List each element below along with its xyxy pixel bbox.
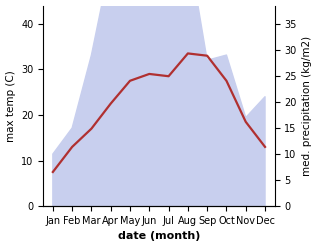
X-axis label: date (month): date (month) xyxy=(118,231,200,242)
Y-axis label: max temp (C): max temp (C) xyxy=(5,70,16,142)
Y-axis label: med. precipitation (kg/m2): med. precipitation (kg/m2) xyxy=(302,36,313,176)
